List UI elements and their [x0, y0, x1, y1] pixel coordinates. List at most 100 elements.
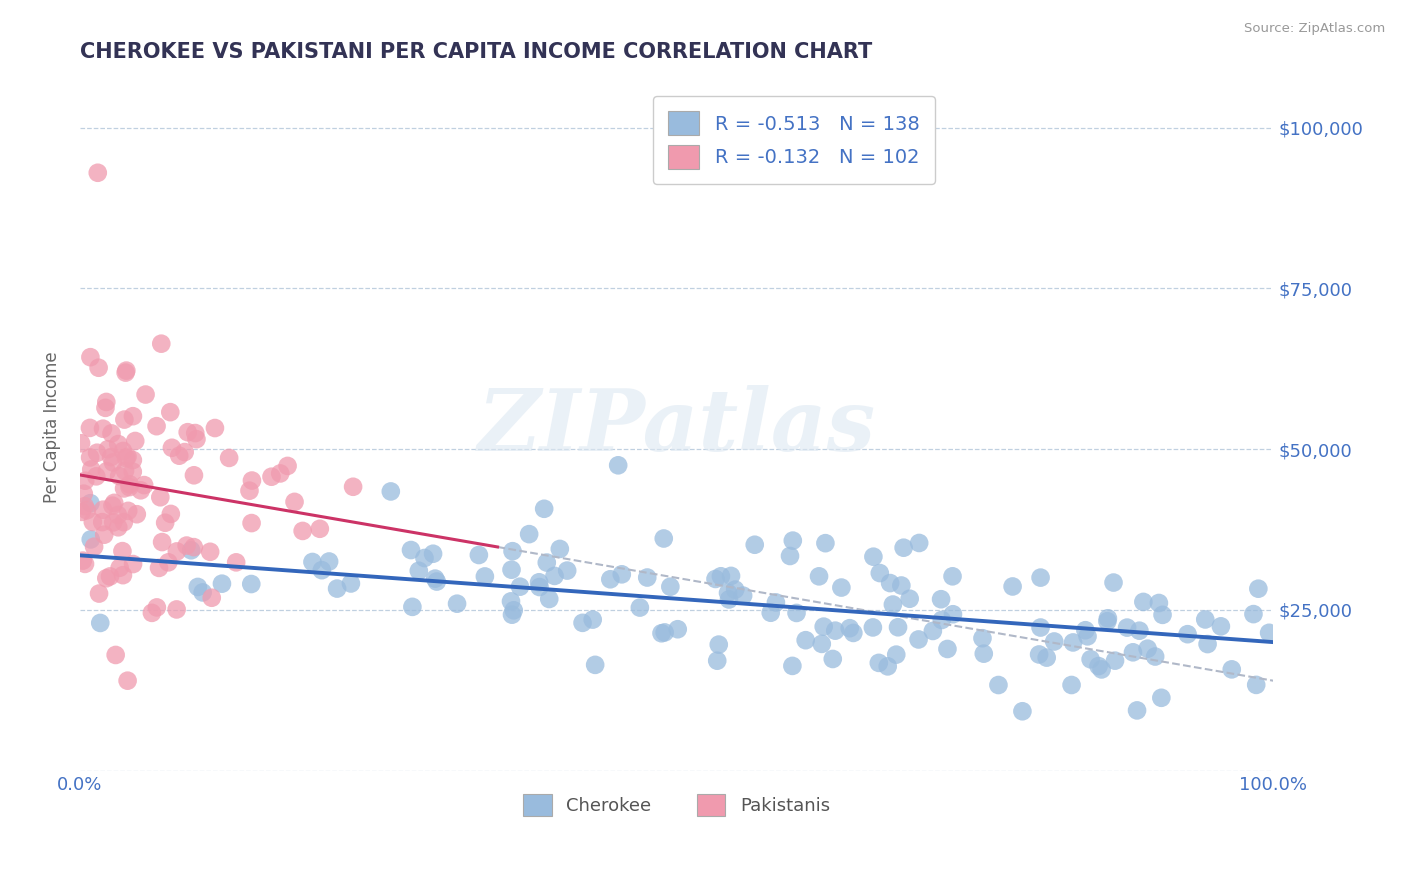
Point — [240, 577, 263, 591]
Point — [80, 462, 103, 476]
Point — [666, 622, 689, 636]
Point — [1177, 627, 1199, 641]
Point — [987, 678, 1010, 692]
Point — [893, 541, 915, 555]
Point — [898, 591, 921, 606]
Point — [1087, 659, 1109, 673]
Point — [931, 613, 953, 627]
Point — [652, 532, 675, 546]
Point — [129, 483, 152, 498]
Point — [117, 504, 139, 518]
Point — [1104, 654, 1126, 668]
Point — [191, 585, 214, 599]
Point — [157, 555, 180, 569]
Point — [87, 166, 110, 180]
Point — [240, 516, 263, 530]
Point — [211, 576, 233, 591]
Point — [1122, 645, 1144, 659]
Point — [942, 607, 965, 622]
Point — [1080, 652, 1102, 666]
Point — [422, 547, 444, 561]
Point — [499, 594, 522, 608]
Point — [607, 458, 630, 473]
Point — [710, 569, 733, 583]
Point — [446, 597, 468, 611]
Point — [423, 572, 446, 586]
Point — [1076, 629, 1098, 643]
Point — [135, 387, 157, 401]
Point — [79, 421, 101, 435]
Point — [91, 502, 114, 516]
Point — [813, 620, 835, 634]
Point — [879, 576, 901, 591]
Point — [921, 624, 943, 638]
Point — [118, 477, 141, 491]
Point — [882, 598, 904, 612]
Point — [1029, 571, 1052, 585]
Point — [225, 555, 247, 569]
Point — [654, 625, 676, 640]
Point — [908, 536, 931, 550]
Point — [862, 549, 884, 564]
Point — [786, 606, 808, 620]
Point — [426, 574, 449, 589]
Point — [1060, 678, 1083, 692]
Point — [1116, 621, 1139, 635]
Point — [401, 599, 423, 614]
Point — [1126, 703, 1149, 717]
Point — [724, 582, 747, 597]
Point — [101, 499, 124, 513]
Point — [117, 450, 139, 464]
Point — [121, 465, 143, 479]
Point — [1144, 649, 1167, 664]
Point — [533, 501, 555, 516]
Point — [1209, 619, 1232, 633]
Point — [399, 543, 422, 558]
Point — [121, 453, 143, 467]
Point — [1097, 614, 1119, 628]
Point — [929, 592, 952, 607]
Point — [571, 615, 593, 630]
Point — [869, 566, 891, 580]
Point — [73, 557, 96, 571]
Point — [150, 535, 173, 549]
Point — [555, 564, 578, 578]
Point — [1011, 704, 1033, 718]
Point — [1128, 624, 1150, 638]
Point — [83, 540, 105, 554]
Point — [808, 569, 831, 583]
Point — [636, 570, 658, 584]
Point — [145, 419, 167, 434]
Point — [160, 441, 183, 455]
Point — [941, 569, 963, 583]
Point — [502, 603, 524, 617]
Point — [79, 496, 101, 510]
Point — [599, 572, 621, 586]
Point — [111, 568, 134, 582]
Point — [1102, 575, 1125, 590]
Point — [260, 469, 283, 483]
Point — [890, 578, 912, 592]
Text: Source: ZipAtlas.com: Source: ZipAtlas.com — [1244, 22, 1385, 36]
Point — [907, 632, 929, 647]
Point — [1247, 582, 1270, 596]
Point — [733, 589, 755, 603]
Point — [1197, 637, 1219, 651]
Point — [972, 631, 994, 645]
Point — [583, 657, 606, 672]
Point — [824, 624, 846, 638]
Point — [1043, 634, 1066, 648]
Point — [159, 405, 181, 419]
Point — [104, 648, 127, 662]
Point — [96, 464, 118, 478]
Point — [543, 569, 565, 583]
Point — [112, 515, 135, 529]
Point — [408, 564, 430, 578]
Y-axis label: Per Capita Income: Per Capita Income — [44, 351, 60, 502]
Point — [1062, 635, 1084, 649]
Point — [240, 474, 263, 488]
Point — [173, 445, 195, 459]
Point — [1074, 624, 1097, 638]
Point — [717, 592, 740, 607]
Point — [659, 580, 682, 594]
